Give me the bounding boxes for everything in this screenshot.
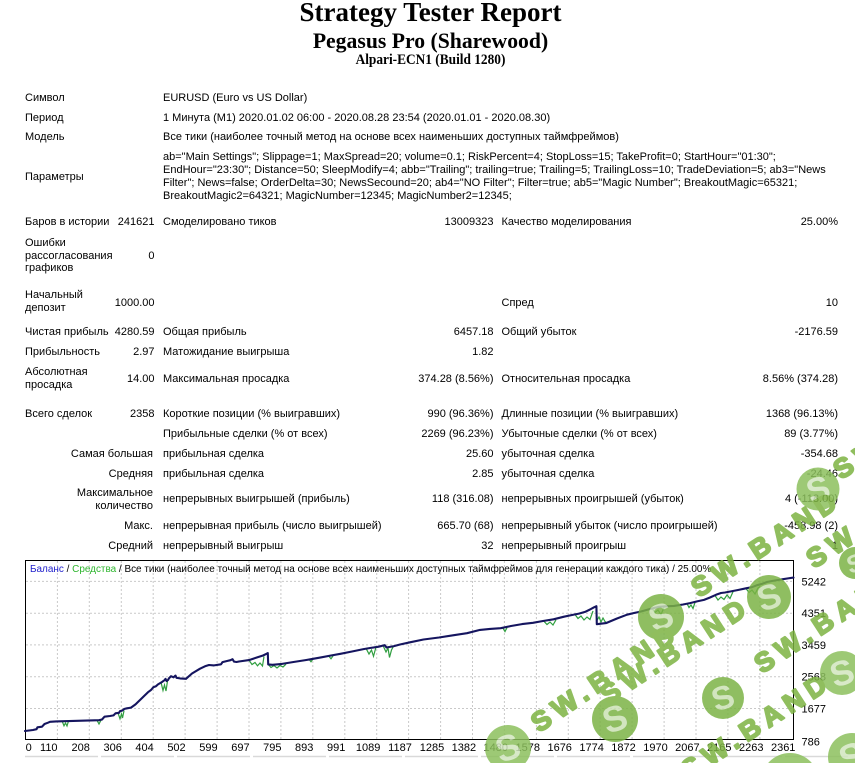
svg-text:795: 795 — [263, 742, 281, 754]
svg-text:502: 502 — [167, 742, 185, 754]
svg-text:991: 991 — [327, 742, 345, 754]
svg-text:4351: 4351 — [802, 608, 826, 620]
svg-text:3459: 3459 — [802, 640, 826, 652]
svg-text:306: 306 — [104, 742, 122, 754]
svg-text:1774: 1774 — [579, 742, 603, 754]
svg-text:1872: 1872 — [611, 742, 635, 754]
svg-text:208: 208 — [72, 742, 90, 754]
svg-text:0: 0 — [26, 742, 32, 754]
svg-text:2263: 2263 — [739, 742, 763, 754]
svg-text:2165: 2165 — [707, 742, 731, 754]
svg-text:1382: 1382 — [452, 742, 476, 754]
svg-text:2067: 2067 — [675, 742, 699, 754]
svg-text:786: 786 — [802, 736, 820, 748]
svg-text:893: 893 — [295, 742, 313, 754]
svg-text:2361: 2361 — [771, 742, 795, 754]
svg-text:599: 599 — [199, 742, 217, 754]
svg-text:1089: 1089 — [356, 742, 380, 754]
svg-text:S: S — [843, 548, 855, 580]
svg-text:697: 697 — [231, 742, 249, 754]
svg-text:404: 404 — [135, 742, 153, 754]
svg-text:1676: 1676 — [547, 742, 571, 754]
svg-text:110: 110 — [40, 742, 58, 754]
svg-text:S: S — [767, 753, 812, 763]
svg-text:1970: 1970 — [643, 742, 667, 754]
svg-text:SW.BAND: SW.BAND — [828, 366, 855, 485]
svg-text:1677: 1677 — [802, 704, 826, 716]
svg-text:Баланс / Средства / Все тики (: Баланс / Средства / Все тики (наиболее т… — [30, 564, 711, 575]
svg-text:S: S — [834, 734, 855, 763]
svg-text:1285: 1285 — [420, 742, 444, 754]
svg-text:2568: 2568 — [802, 672, 826, 684]
svg-text:1187: 1187 — [388, 742, 412, 754]
svg-text:5242: 5242 — [802, 576, 826, 588]
